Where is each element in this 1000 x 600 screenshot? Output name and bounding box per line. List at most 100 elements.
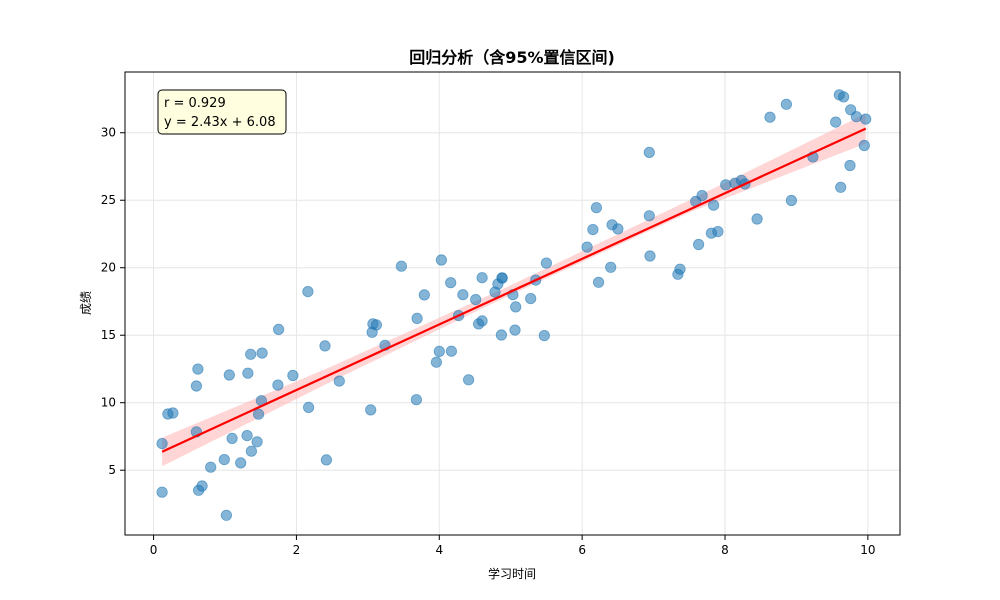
- data-point: [272, 323, 285, 335]
- data-point: [692, 238, 705, 251]
- data-point: [156, 486, 168, 498]
- data-point: [674, 263, 686, 275]
- data-point: [445, 345, 457, 357]
- data-point: [223, 369, 235, 381]
- stat-regression-equation: y = 2.43x + 6.08: [164, 115, 276, 130]
- data-point: [411, 312, 423, 324]
- data-point: [241, 429, 253, 442]
- data-point: [235, 457, 247, 469]
- data-point: [418, 289, 430, 301]
- data-point: [510, 301, 522, 313]
- data-point: [844, 159, 856, 172]
- y-tick-label: 20: [101, 261, 116, 275]
- data-point: [320, 454, 332, 466]
- data-point: [476, 272, 488, 284]
- data-point: [751, 213, 763, 225]
- y-tick-label: 25: [101, 193, 116, 207]
- data-point: [525, 292, 537, 305]
- data-point: [696, 190, 708, 202]
- data-point: [192, 363, 204, 375]
- data-point: [581, 241, 593, 253]
- data-point: [167, 407, 179, 419]
- stats-box: [157, 89, 287, 135]
- chart-title: 回归分析（含95%置信区间): [409, 48, 615, 67]
- data-point: [470, 293, 482, 306]
- data-point: [605, 261, 617, 273]
- x-tick-label: 6: [578, 543, 586, 557]
- data-point: [370, 319, 382, 331]
- data-point: [196, 480, 208, 492]
- x-ticks: 0 2 4 6 8 10: [150, 535, 875, 557]
- x-tick-label: 0: [150, 543, 158, 557]
- data-point: [538, 329, 550, 342]
- data-point: [218, 453, 230, 466]
- data-point: [433, 345, 445, 357]
- data-point: [780, 98, 793, 110]
- data-point: [712, 226, 724, 238]
- data-point: [850, 111, 863, 123]
- data-point: [476, 315, 488, 327]
- data-point: [643, 146, 655, 158]
- data-point: [251, 436, 263, 448]
- data-point: [220, 509, 232, 521]
- data-point: [462, 374, 475, 386]
- data-point: [302, 401, 315, 413]
- data-point: [592, 276, 605, 288]
- y-tick-label: 5: [108, 463, 116, 477]
- data-point: [430, 356, 442, 368]
- data-point: [612, 223, 624, 235]
- data-point: [837, 91, 850, 103]
- data-point: [319, 340, 331, 352]
- data-point: [644, 250, 656, 262]
- data-point: [785, 194, 798, 207]
- y-ticks: 5 10 15 20 25 30: [101, 126, 125, 477]
- data-point: [272, 379, 284, 391]
- data-point: [365, 404, 377, 416]
- data-point: [495, 329, 507, 341]
- data-point: [395, 260, 407, 272]
- data-point: [435, 254, 447, 266]
- x-tick-label: 10: [860, 543, 875, 557]
- data-point: [587, 224, 599, 236]
- data-point: [835, 181, 847, 193]
- data-point: [156, 437, 168, 450]
- stat-correction-r: r = 0.929: [164, 96, 226, 111]
- data-point: [509, 324, 521, 336]
- data-point: [445, 277, 457, 289]
- data-point: [540, 257, 553, 269]
- stats-annotation: r = 0.929 y = 2.43x + 6.08: [157, 89, 287, 135]
- data-point: [457, 289, 469, 301]
- regression-line-layer: [161, 127, 867, 453]
- data-point: [256, 347, 268, 359]
- y-tick-label: 30: [101, 126, 116, 140]
- regression-line: [161, 127, 867, 453]
- x-tick-label: 4: [435, 543, 443, 557]
- data-points: [156, 89, 872, 521]
- data-point: [253, 408, 265, 420]
- data-point: [226, 432, 238, 444]
- data-point: [190, 380, 202, 392]
- data-point: [720, 179, 732, 191]
- data-point: [410, 394, 422, 406]
- x-tick-label: 2: [293, 543, 301, 557]
- data-point: [830, 116, 842, 128]
- data-point: [590, 202, 603, 214]
- x-tick-label: 8: [721, 543, 729, 557]
- x-axis-label: 学习时间: [488, 566, 536, 581]
- plot-frame: [124, 71, 901, 536]
- data-point: [858, 139, 870, 152]
- data-point: [287, 369, 299, 382]
- data-point: [245, 445, 257, 457]
- data-point: [333, 375, 345, 387]
- data-point: [496, 272, 508, 284]
- data-point: [302, 285, 314, 298]
- data-point: [860, 113, 872, 125]
- y-tick-label: 15: [101, 328, 116, 342]
- data-point: [764, 111, 776, 123]
- y-axis-label: 成绩: [79, 291, 93, 315]
- data-point: [245, 348, 257, 360]
- data-point: [643, 210, 655, 222]
- data-point: [242, 367, 254, 379]
